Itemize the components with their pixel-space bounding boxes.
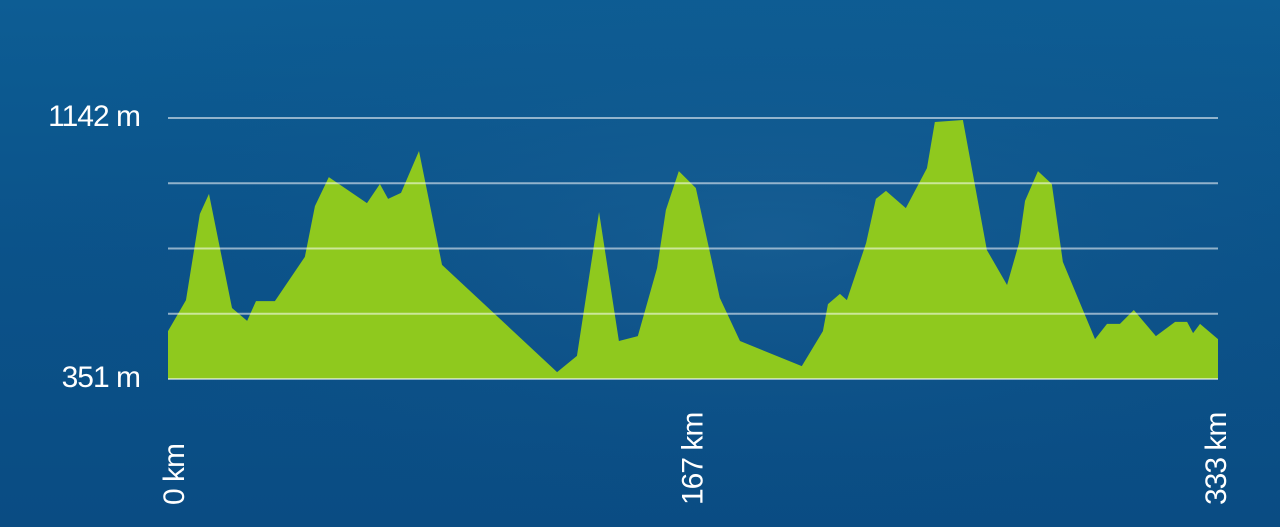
x-tick-label: 0 km	[158, 444, 191, 505]
x-tick-label: 333 km	[1200, 413, 1233, 505]
x-tick-label: 167 km	[676, 413, 709, 505]
y-tick-label: 1142 m	[48, 100, 140, 133]
y-tick-label: 351 m	[62, 361, 140, 394]
